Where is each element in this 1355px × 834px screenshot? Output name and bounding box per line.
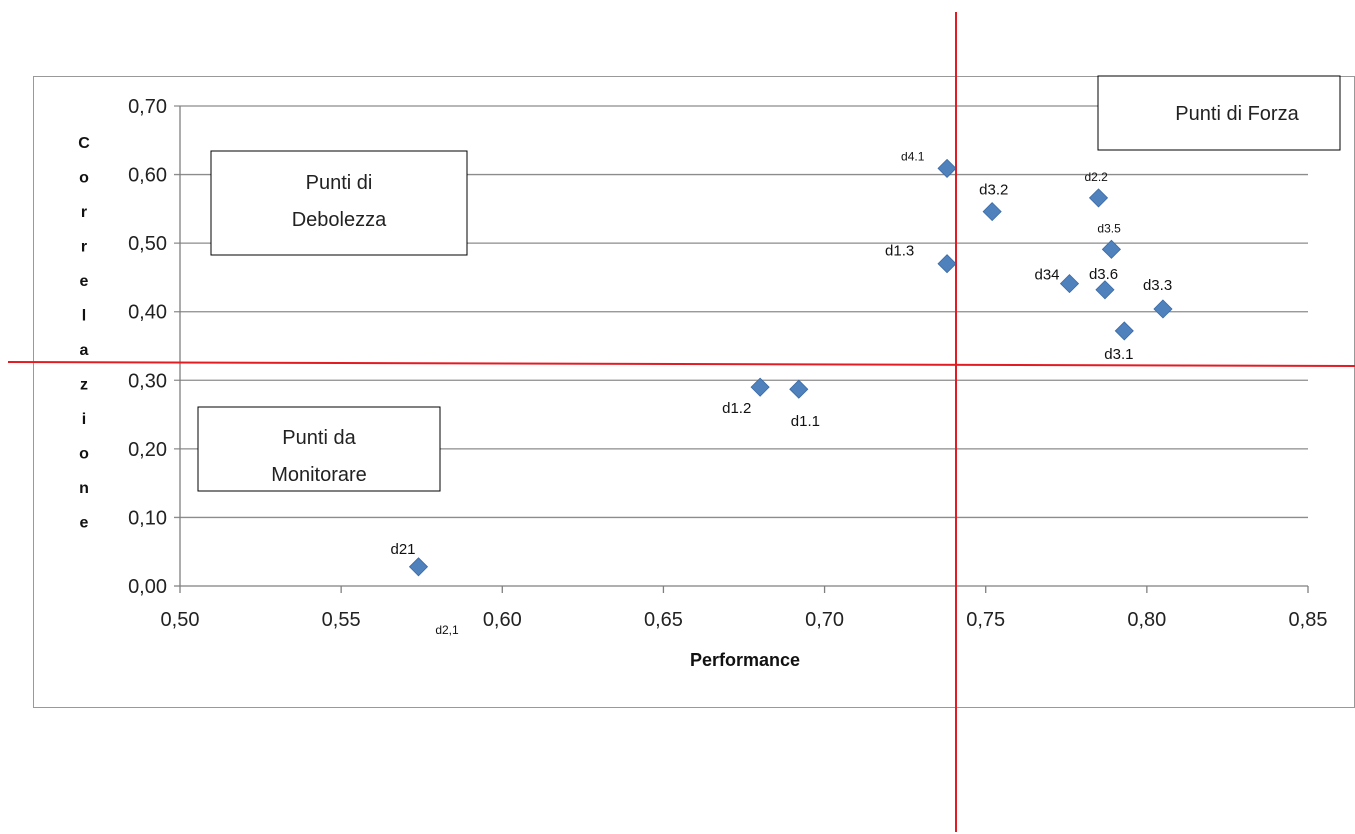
- weakness-label-line2: Debolezza: [292, 209, 387, 231]
- data-point: [982, 202, 1002, 222]
- point-labels: d4.1 d3.2 d2.2 d3.5 d1.3 d34 d3.6 d3.3 d3.1 d1.2 d…: [390, 149, 1172, 557]
- y-tick-labels: 0,00 0,10 0,20 0,30 0,40 0,50 0,60 0,70: [128, 96, 167, 598]
- y-tick-label: 0,70: [128, 96, 167, 118]
- monitor-label-line2: Monitorare: [271, 464, 367, 486]
- y-tick-label: 0,20: [128, 439, 167, 461]
- x-tick-label: 0,85: [1289, 609, 1328, 631]
- data-point: [1114, 321, 1134, 341]
- d2-1-annotation: d2,1: [435, 623, 459, 637]
- point-label: d34: [1035, 267, 1060, 284]
- data-point: [937, 254, 957, 274]
- y-tick-label: 0,40: [128, 302, 167, 324]
- y-axis-title-char: e: [80, 273, 89, 290]
- y-axis-title-char: C: [78, 135, 90, 152]
- y-axis-title-char: o: [79, 170, 89, 187]
- x-tick-label: 0,55: [322, 609, 361, 631]
- point-label: d2.2: [1085, 170, 1109, 184]
- x-tick-label: 0,75: [966, 609, 1005, 631]
- data-point: [1059, 274, 1080, 294]
- point-label: d4.1: [901, 149, 925, 163]
- y-axis-title-char: r: [81, 239, 87, 256]
- data-point: [1095, 280, 1115, 300]
- y-axis-title-char: r: [81, 204, 87, 221]
- y-tick-label: 0,60: [128, 165, 167, 187]
- weakness-label-line1: Punti di: [306, 172, 373, 194]
- y-axis-title-char: o: [79, 446, 89, 463]
- monitor-box: Punti da Monitorare: [197, 406, 441, 492]
- point-label: d21: [390, 541, 415, 558]
- grid-lines: [174, 105, 1309, 593]
- point-label: d3.5: [1097, 221, 1121, 235]
- y-axis-title-char: l: [82, 308, 86, 325]
- point-label: d1.3: [885, 243, 914, 260]
- y-tick-label: 0,50: [128, 233, 167, 255]
- point-label: d3.1: [1104, 346, 1133, 363]
- y-axis-title-char: i: [82, 411, 86, 428]
- x-tick-label: 0,60: [483, 609, 522, 631]
- correlation-threshold-line: [7, 361, 1355, 367]
- point-label: d3.2: [979, 182, 1008, 199]
- point-label: d3.3: [1143, 277, 1172, 294]
- x-tick-label: 0,65: [644, 609, 683, 631]
- monitor-label-line1: Punti da: [282, 427, 356, 449]
- x-axis-title: Performance: [690, 650, 800, 670]
- data-point: [750, 377, 770, 397]
- x-tick-label: 0,70: [805, 609, 844, 631]
- y-tick-label: 0,00: [128, 576, 167, 598]
- point-label: d1.1: [791, 413, 820, 430]
- weakness-box: Punti di Debolezza: [210, 150, 468, 256]
- data-point: [789, 379, 809, 399]
- y-axis-title-char: a: [80, 342, 89, 359]
- data-point: [1101, 239, 1121, 259]
- data-points: [408, 158, 1173, 577]
- y-axis-title-char: z: [80, 377, 88, 394]
- data-point: [408, 557, 429, 577]
- data-point: [1153, 299, 1173, 319]
- y-axis-title-char: e: [80, 515, 89, 532]
- strength-label: Punti di Forza: [1175, 103, 1299, 125]
- x-tick-label: 0,80: [1127, 609, 1166, 631]
- x-tick-labels: 0,50 0,55 0,60 0,65 0,70 0,75 0,80 0,85: [161, 609, 1328, 631]
- y-tick-label: 0,30: [128, 370, 167, 392]
- strength-box: Punti di Forza: [1097, 75, 1341, 151]
- data-point: [937, 158, 957, 178]
- point-label: d3.6: [1089, 266, 1118, 283]
- y-tick-label: 0,10: [128, 507, 167, 529]
- y-axis-title-char: n: [79, 480, 89, 497]
- data-point: [1088, 188, 1109, 208]
- x-tick-label: 0,50: [161, 609, 200, 631]
- point-label: d1.2: [722, 400, 751, 417]
